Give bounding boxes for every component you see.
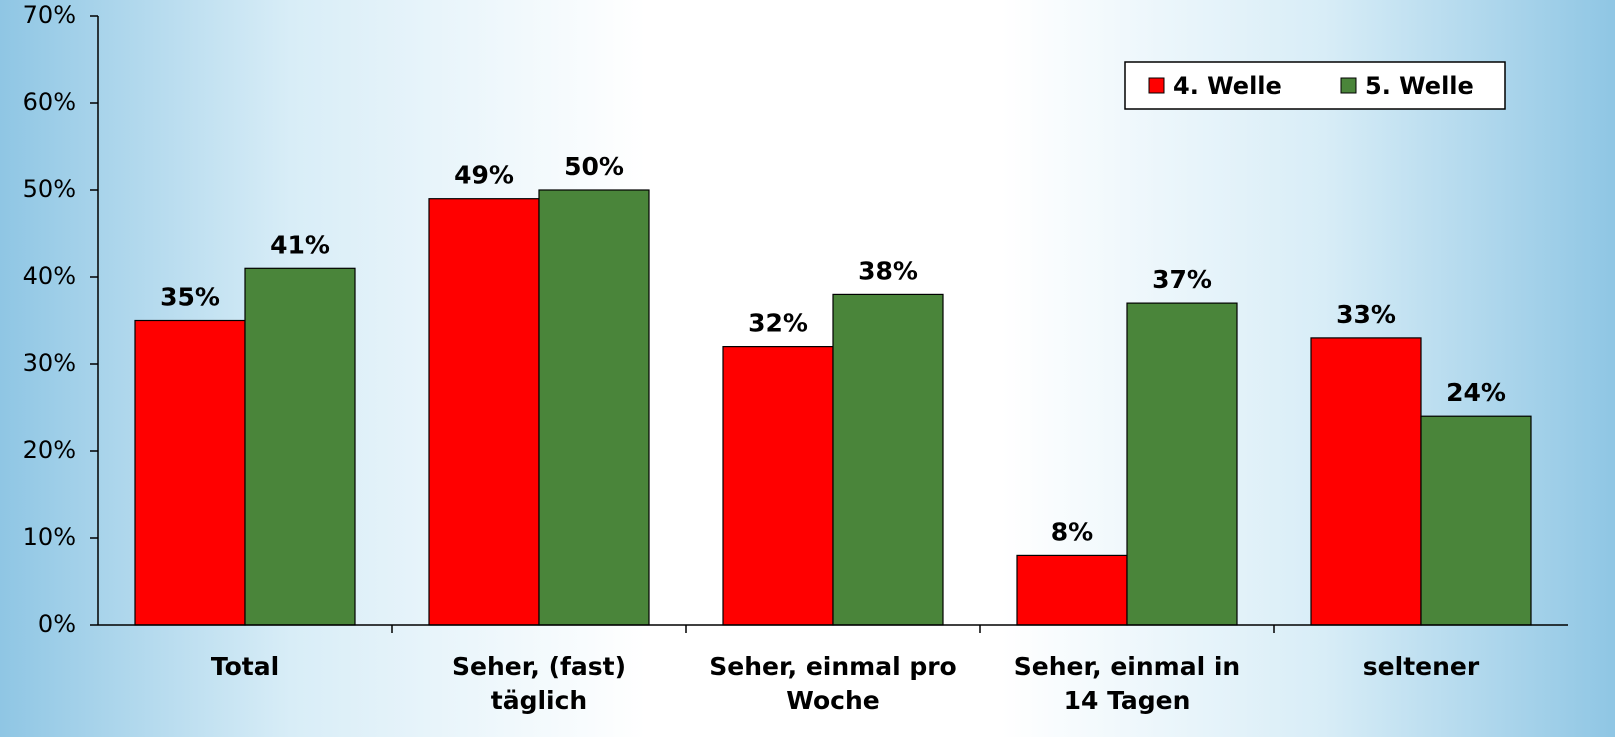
y-tick-label: 30% xyxy=(23,349,76,377)
legend-swatch xyxy=(1340,77,1357,94)
legend-box xyxy=(1124,61,1506,110)
bar xyxy=(1420,415,1532,626)
x-tick-label: Seher, einmal in 14 Tagen xyxy=(1013,652,1241,715)
y-tick-label: 10% xyxy=(23,523,76,551)
y-tick-label: 20% xyxy=(23,436,76,464)
x-tick-label: Total xyxy=(210,652,280,681)
bar xyxy=(244,267,356,626)
bar xyxy=(1126,302,1238,626)
x-tick-label: Seher, einmal pro Woche xyxy=(709,652,957,715)
y-tick-label: 0% xyxy=(38,610,76,638)
bar xyxy=(1310,337,1422,626)
x-tick-label: Seher, (fast) täglich xyxy=(452,652,626,715)
bar xyxy=(722,346,834,626)
data-label: 50% xyxy=(564,152,624,181)
y-tick-label: 70% xyxy=(23,1,76,29)
data-label: 24% xyxy=(1446,378,1506,407)
bar xyxy=(134,319,246,626)
data-label: 38% xyxy=(858,256,918,285)
bar xyxy=(538,189,650,626)
legend-label: 5. Welle xyxy=(1365,72,1474,100)
data-label: 33% xyxy=(1336,300,1396,329)
y-tick-label: 40% xyxy=(23,262,76,290)
data-label: 35% xyxy=(160,283,220,312)
data-label: 32% xyxy=(748,309,808,338)
data-label: 8% xyxy=(1051,517,1093,546)
y-tick-label: 60% xyxy=(23,88,76,116)
data-label: 49% xyxy=(454,161,514,190)
bar xyxy=(428,198,540,626)
x-tick-label: seltener xyxy=(1362,652,1480,681)
bar xyxy=(1016,554,1128,626)
data-label: 41% xyxy=(270,230,330,259)
bar xyxy=(832,293,944,626)
legend-swatch xyxy=(1148,77,1165,94)
data-label: 37% xyxy=(1152,265,1212,294)
y-tick-label: 50% xyxy=(23,175,76,203)
legend-label: 4. Welle xyxy=(1173,72,1282,100)
